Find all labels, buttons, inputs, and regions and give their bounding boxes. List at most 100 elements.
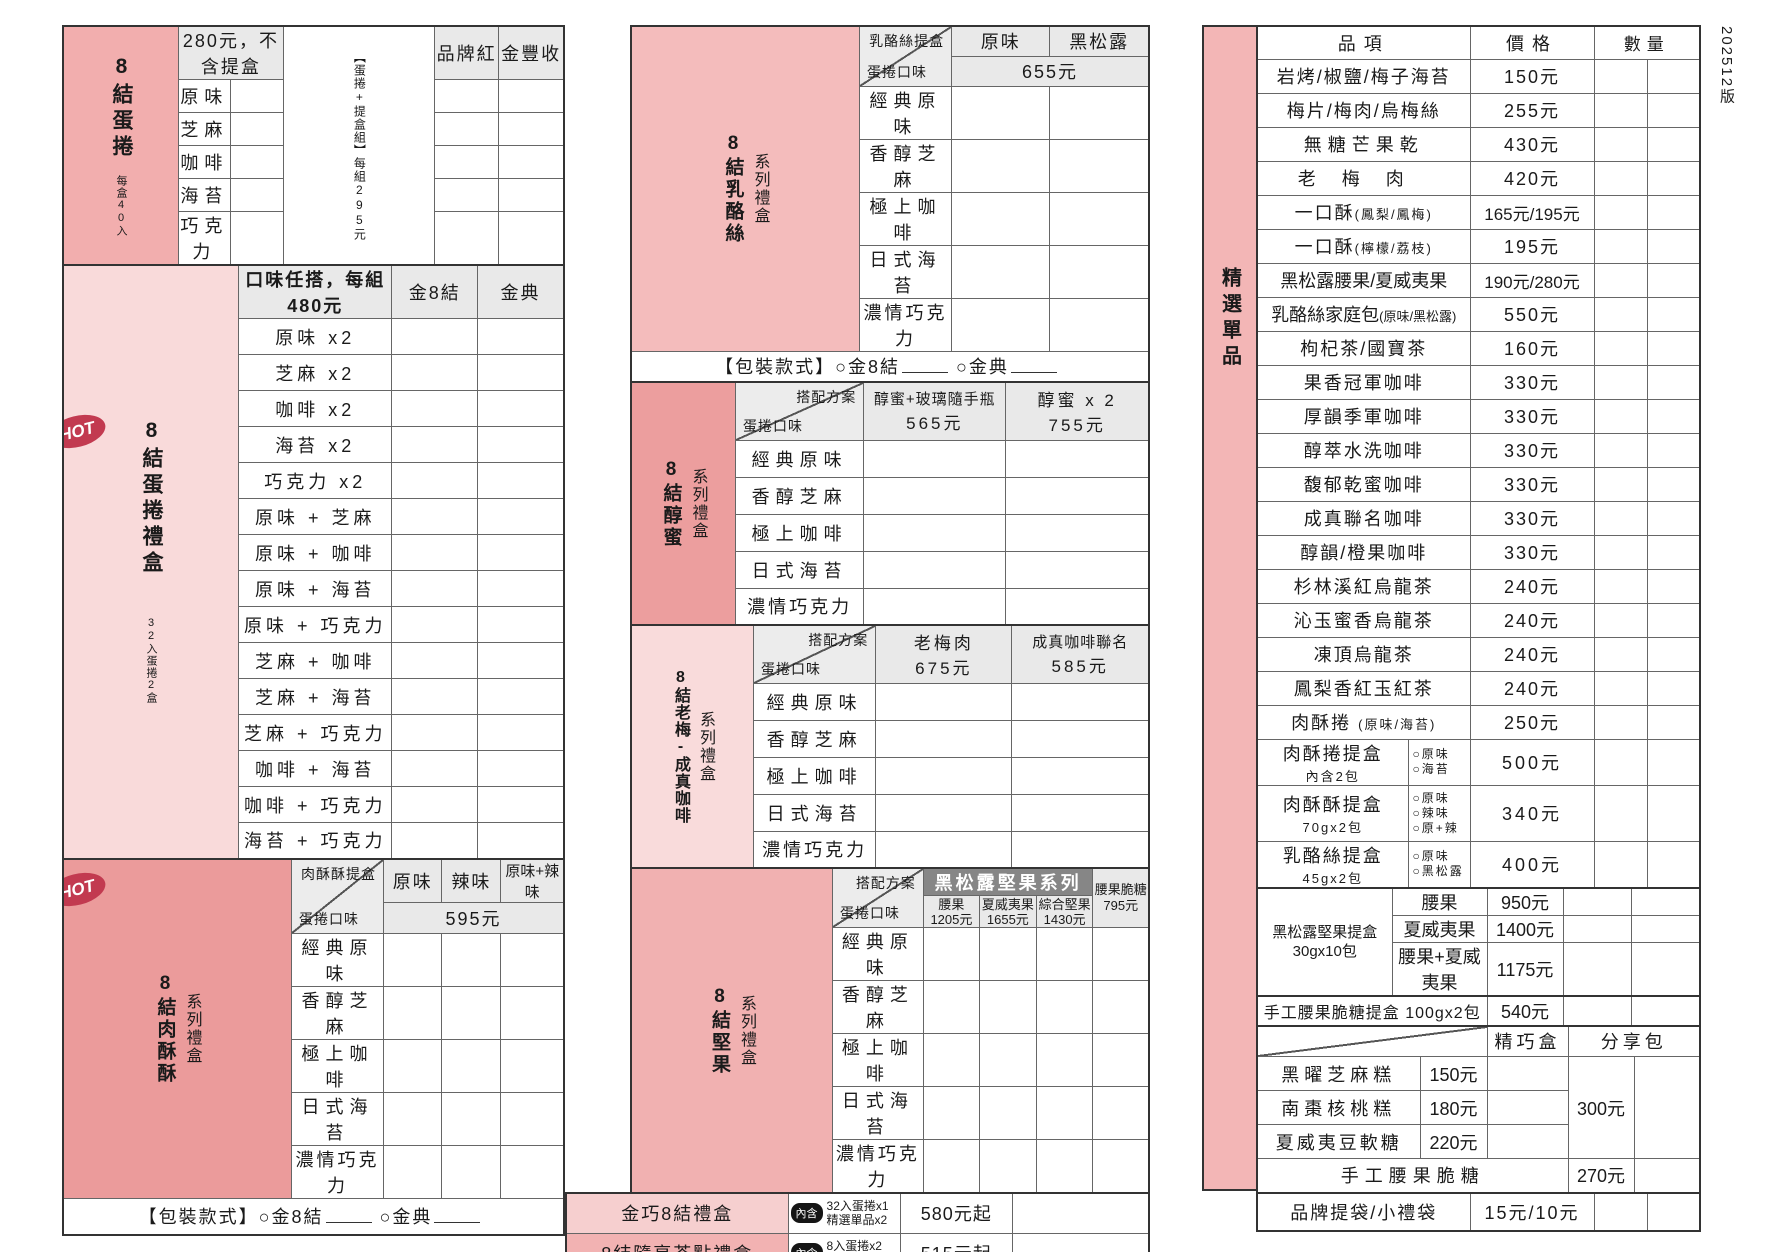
- fill-cell[interactable]: [1012, 1232, 1150, 1252]
- fill-cell[interactable]: [391, 390, 479, 427]
- qty-cell[interactable]: [1593, 738, 1648, 786]
- fill-cell[interactable]: [391, 750, 479, 787]
- qty-cell[interactable]: [1593, 262, 1648, 298]
- fill-cell[interactable]: [1092, 1086, 1150, 1140]
- fill-cell[interactable]: [391, 354, 479, 391]
- fill-cell[interactable]: [433, 79, 500, 113]
- fill-cell[interactable]: [863, 476, 1007, 515]
- fill-cell[interactable]: [383, 932, 443, 987]
- flavor-option[interactable]: ○原味: [1412, 849, 1450, 863]
- fill-cell[interactable]: [441, 1038, 502, 1093]
- qty-cell[interactable]: [1562, 941, 1632, 996]
- fill-cell[interactable]: [863, 550, 1007, 589]
- fill-cell[interactable]: [875, 793, 1013, 832]
- fill-cell[interactable]: [1011, 719, 1150, 758]
- qty-cell[interactable]: [1646, 126, 1701, 162]
- fill-cell[interactable]: [383, 1144, 443, 1199]
- fill-cell[interactable]: [1092, 1139, 1150, 1194]
- fill-cell[interactable]: [1035, 980, 1094, 1034]
- fill-cell[interactable]: [477, 390, 565, 427]
- qty-cell[interactable]: [1646, 738, 1701, 786]
- qty-cell[interactable]: [1593, 58, 1648, 94]
- qty-cell[interactable]: [1646, 784, 1701, 842]
- fill-cell[interactable]: [500, 1091, 565, 1146]
- fill-cell[interactable]: [1035, 927, 1094, 981]
- qty-cell[interactable]: [1593, 126, 1648, 162]
- qty-cell[interactable]: [1486, 1090, 1569, 1125]
- qty-cell[interactable]: [1646, 602, 1701, 638]
- fill-cell[interactable]: [875, 719, 1013, 758]
- fill-cell[interactable]: [863, 587, 1007, 626]
- flavor-option[interactable]: ○辣味: [1412, 805, 1450, 820]
- fill-cell[interactable]: [441, 985, 502, 1040]
- qty-cell[interactable]: [1646, 330, 1701, 366]
- fill-cell[interactable]: [477, 642, 565, 679]
- fill-cell[interactable]: [477, 570, 565, 607]
- fill-cell[interactable]: [863, 439, 1007, 478]
- fill-cell[interactable]: [1012, 1192, 1150, 1234]
- fill-cell[interactable]: [477, 786, 565, 823]
- qty-cell[interactable]: [1593, 466, 1648, 502]
- qty-cell[interactable]: [1646, 398, 1701, 434]
- fill-cell[interactable]: [477, 714, 565, 751]
- fill-cell[interactable]: [391, 318, 479, 355]
- fill-cell[interactable]: [498, 145, 565, 179]
- qty-cell[interactable]: [1593, 364, 1648, 400]
- fill-cell[interactable]: [1035, 1033, 1094, 1087]
- qty-cell[interactable]: [1630, 941, 1701, 996]
- fill-cell[interactable]: [1011, 682, 1150, 721]
- fill-cell[interactable]: [1005, 550, 1150, 589]
- qty-cell[interactable]: [1630, 914, 1701, 943]
- fill-cell[interactable]: [229, 211, 284, 266]
- fill-cell[interactable]: [875, 756, 1013, 795]
- qty-cell[interactable]: [1562, 887, 1632, 916]
- fill-cell[interactable]: [441, 932, 502, 987]
- fill-cell[interactable]: [1049, 297, 1150, 352]
- fill-cell[interactable]: [391, 570, 479, 607]
- fill-cell[interactable]: [498, 211, 565, 266]
- fill-cell[interactable]: [951, 244, 1051, 299]
- fill-cell[interactable]: [477, 822, 565, 859]
- qty-cell[interactable]: [1646, 262, 1701, 298]
- fill-line[interactable]: [902, 358, 948, 374]
- flavor-option[interactable]: ○黑松露: [1412, 864, 1464, 878]
- fill-cell[interactable]: [500, 1144, 565, 1199]
- fill-cell[interactable]: [1005, 513, 1150, 552]
- fill-cell[interactable]: [978, 1033, 1037, 1087]
- fill-cell[interactable]: [875, 682, 1013, 721]
- fill-cell[interactable]: [477, 462, 565, 499]
- fill-cell[interactable]: [433, 178, 500, 212]
- fill-cell[interactable]: [433, 145, 500, 179]
- fill-cell[interactable]: [391, 462, 479, 499]
- qty-cell[interactable]: [1646, 670, 1701, 706]
- fill-cell[interactable]: [951, 191, 1051, 246]
- fill-cell[interactable]: [922, 1139, 980, 1194]
- fill-cell[interactable]: [1005, 439, 1150, 478]
- fill-cell[interactable]: [433, 112, 500, 146]
- qty-cell[interactable]: [1593, 534, 1648, 570]
- fill-cell[interactable]: [1049, 191, 1150, 246]
- fill-cell[interactable]: [500, 932, 565, 987]
- fill-cell[interactable]: [1011, 793, 1150, 832]
- fill-cell[interactable]: [477, 498, 565, 535]
- fill-cell[interactable]: [978, 1139, 1037, 1194]
- fill-cell[interactable]: [951, 297, 1051, 352]
- fill-cell[interactable]: [978, 1086, 1037, 1140]
- fill-cell[interactable]: [477, 534, 565, 571]
- flavor-option[interactable]: ○原味: [1412, 790, 1450, 805]
- fill-cell[interactable]: [1092, 927, 1150, 981]
- qty-cell[interactable]: [1486, 1056, 1569, 1091]
- qty-cell[interactable]: [1646, 466, 1701, 502]
- fill-cell[interactable]: [229, 178, 284, 212]
- fill-cell[interactable]: [1092, 1033, 1150, 1087]
- fill-line[interactable]: [434, 1208, 481, 1224]
- flavor-option[interactable]: ○海苔: [1412, 762, 1450, 776]
- qty-cell[interactable]: [1593, 500, 1648, 536]
- fill-cell[interactable]: [229, 112, 284, 146]
- qty-cell[interactable]: [1593, 228, 1648, 264]
- fill-cell[interactable]: [863, 513, 1007, 552]
- fill-cell[interactable]: [391, 642, 479, 679]
- qty-cell[interactable]: [1646, 534, 1701, 570]
- fill-cell[interactable]: [229, 145, 284, 179]
- qty-cell[interactable]: [1562, 914, 1632, 943]
